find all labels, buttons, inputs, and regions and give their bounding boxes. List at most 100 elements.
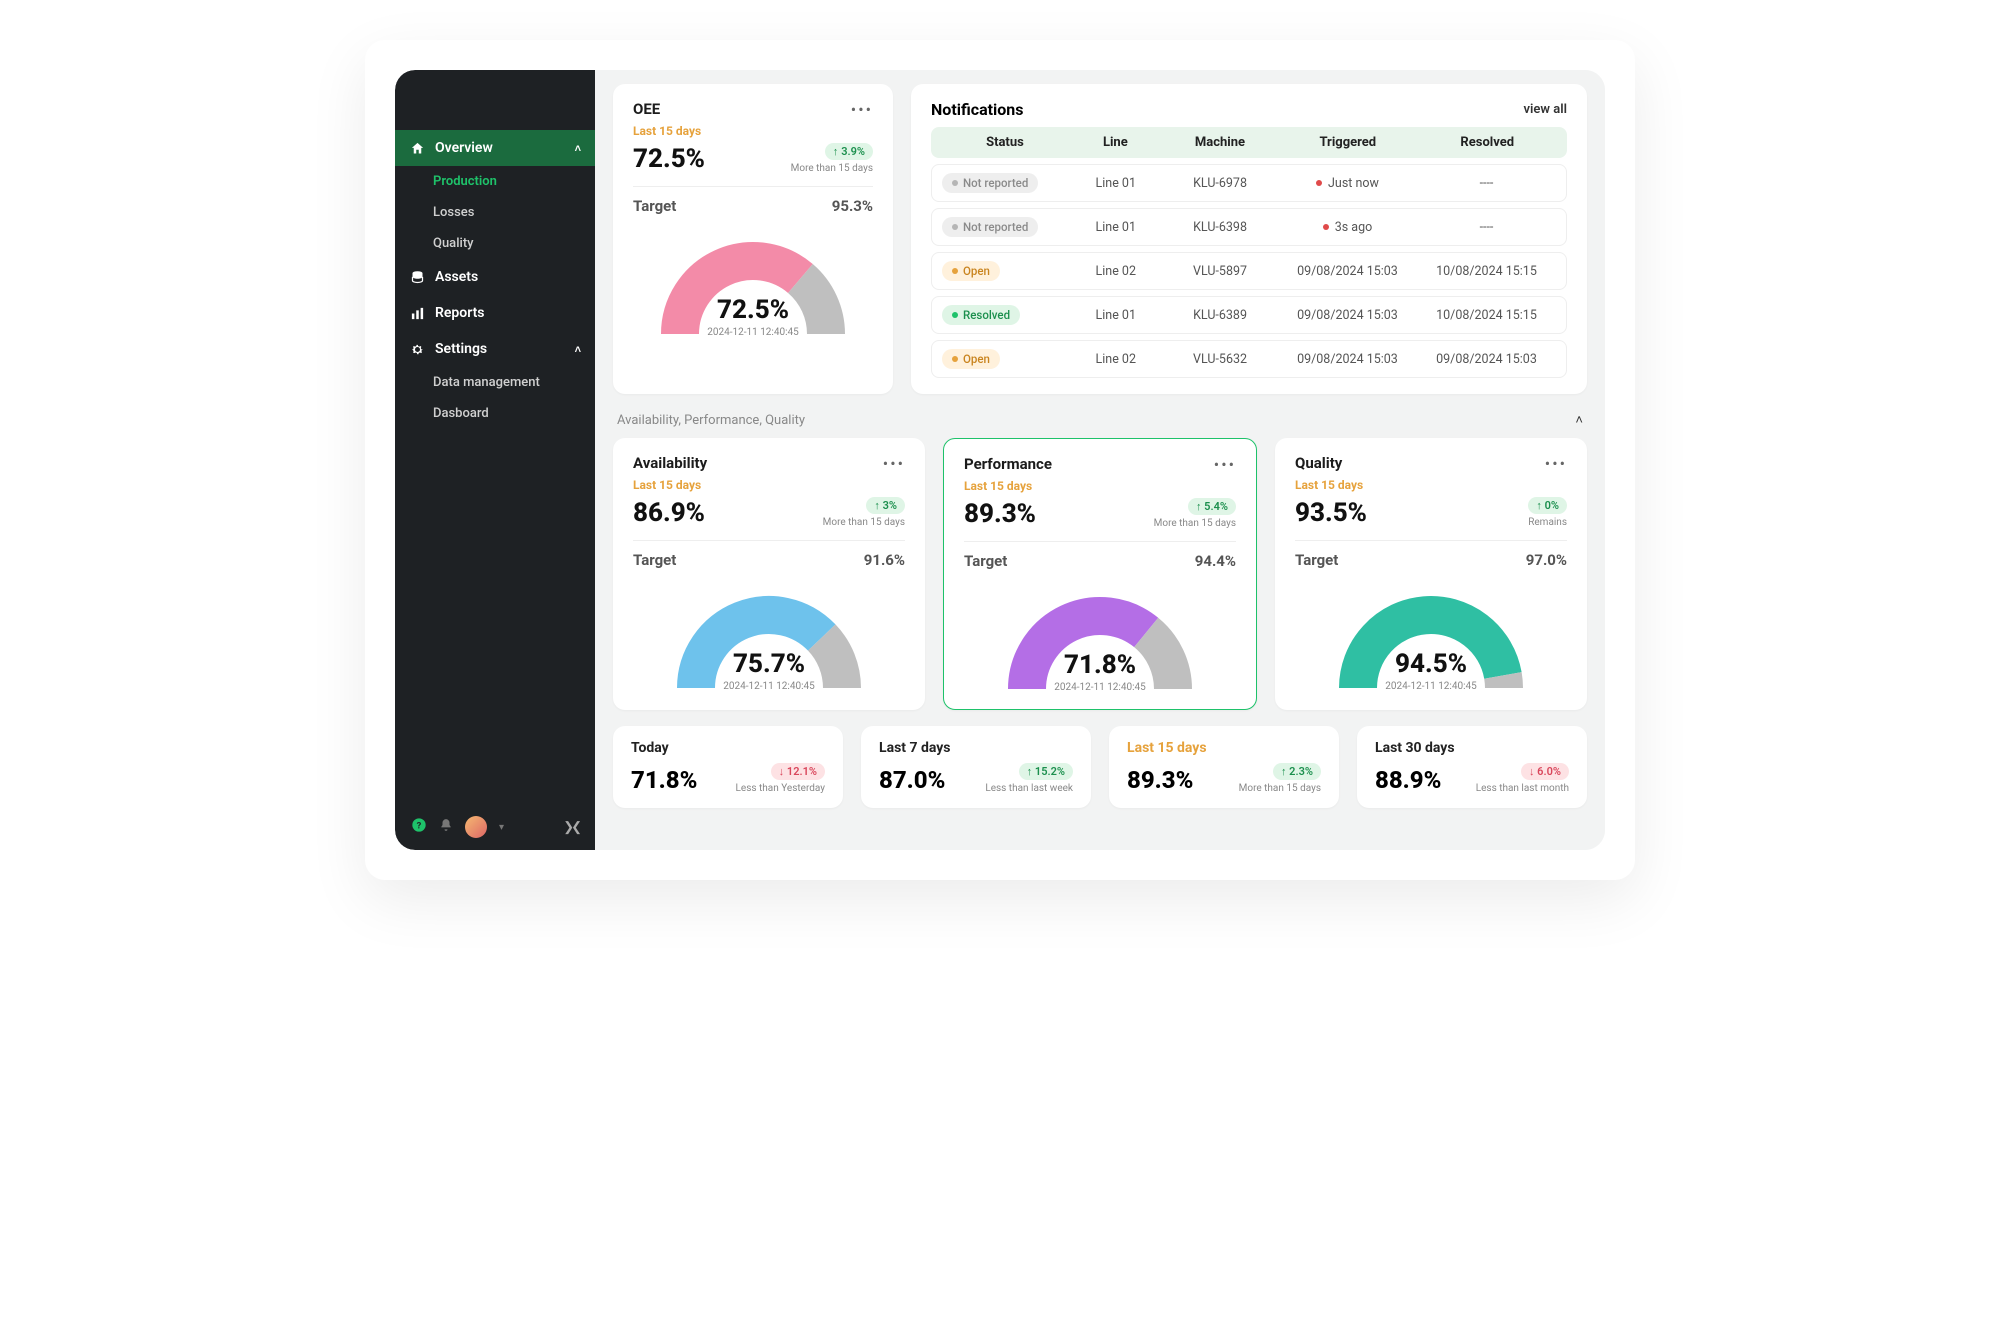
oee-delta-note: More than 15 days	[791, 163, 873, 174]
metric-delta-badge: ↑ 5.4%	[1188, 498, 1236, 515]
metric-period: Last 15 days	[1295, 478, 1363, 492]
metric-title: Performance	[964, 455, 1052, 473]
oee-period: Last 15 days	[633, 124, 701, 138]
cell-resolved: 10/08/2024 15:15	[1417, 264, 1556, 279]
cell-machine: KLU-6978	[1162, 176, 1278, 191]
avatar[interactable]	[465, 816, 487, 838]
cell-line: Line 01	[1069, 176, 1162, 191]
chevron-up-icon[interactable]: ˄	[1575, 412, 1583, 428]
metric-target-value: 91.6%	[864, 551, 905, 569]
cell-line: Line 02	[1069, 264, 1162, 279]
nav-reports-label: Reports	[435, 305, 485, 321]
metric-target-label: Target	[1295, 551, 1338, 569]
th-line: Line	[1069, 135, 1162, 150]
oee-gauge: 72.5% 2024-12-11 12:40:45	[633, 229, 873, 338]
cell-resolved: 10/08/2024 15:15	[1417, 308, 1556, 323]
notification-row[interactable]: Not reportedLine 01KLU-63983s ago----	[931, 208, 1567, 246]
notifications-title: Notifications	[931, 100, 1024, 119]
status-text: Open	[963, 352, 990, 366]
metric-gauge: 75.7% 2024-12-11 12:40:45	[633, 583, 905, 692]
caret-down-icon[interactable]: ▾	[499, 822, 504, 833]
metric-gauge-value: 71.8%	[1064, 650, 1136, 680]
cell-resolved: 09/08/2024 15:03	[1417, 352, 1556, 367]
nav-sub-data-management[interactable]: Data management	[395, 367, 595, 398]
period-note: Less than Yesterday	[736, 783, 825, 794]
notifications-header-row: Status Line Machine Triggered Resolved	[931, 127, 1567, 158]
nav-settings[interactable]: Settings ˄	[395, 331, 595, 367]
status-text: Open	[963, 264, 990, 278]
cell-triggered: 09/08/2024 15:03	[1278, 264, 1417, 279]
status-text: Not reported	[963, 220, 1028, 234]
cell-machine: KLU-6398	[1162, 220, 1278, 235]
status-badge: Open	[942, 261, 1000, 281]
metric-target-value: 94.4%	[1195, 552, 1236, 570]
more-icon[interactable]: •••	[1545, 454, 1567, 473]
period-card[interactable]: Last 15 days 89.3% ↑ 2.3% More than 15 d…	[1109, 726, 1339, 808]
period-note: More than 15 days	[1239, 783, 1321, 794]
more-icon[interactable]: •••	[1214, 455, 1236, 474]
chart-icon	[409, 305, 425, 321]
more-icon[interactable]: •••	[851, 100, 873, 119]
period-value: 89.3%	[1127, 766, 1193, 794]
nav-sub-quality[interactable]: Quality	[395, 228, 595, 259]
notification-row[interactable]: OpenLine 02VLU-563209/08/2024 15:0309/08…	[931, 340, 1567, 378]
nav-sub-losses[interactable]: Losses	[395, 197, 595, 228]
th-triggered: Triggered	[1278, 135, 1417, 150]
collapse-icon[interactable]: ❯❮	[563, 820, 579, 835]
period-value: 88.9%	[1375, 766, 1441, 794]
period-title: Last 7 days	[879, 740, 1073, 756]
period-title: Last 30 days	[1375, 740, 1569, 756]
cell-triggered: Just now	[1278, 176, 1417, 191]
nav-assets-label: Assets	[435, 269, 478, 285]
status-text: Not reported	[963, 176, 1028, 190]
notification-row[interactable]: ResolvedLine 01KLU-638909/08/2024 15:031…	[931, 296, 1567, 334]
metric-gauge-value: 75.7%	[733, 649, 805, 679]
metric-delta-note: More than 15 days	[1154, 518, 1236, 529]
notification-row[interactable]: OpenLine 02VLU-589709/08/2024 15:0310/08…	[931, 252, 1567, 290]
main-content: OEE Last 15 days ••• 72.5% ↑ 3.9% More t…	[595, 70, 1605, 850]
cell-resolved: ----	[1417, 176, 1556, 191]
metric-delta-badge: ↑ 0%	[1528, 497, 1567, 514]
period-note: Less than last month	[1476, 783, 1569, 794]
period-title: Last 15 days	[1127, 740, 1321, 756]
notifications-card: Notifications view all Status Line Machi…	[911, 84, 1587, 394]
period-card[interactable]: Today 71.8% ↓ 12.1% Less than Yesterday	[613, 726, 843, 808]
cell-triggered: 3s ago	[1278, 220, 1417, 235]
metric-title: Quality	[1295, 454, 1363, 472]
metric-card-quality: Quality Last 15 days ••• 93.5% ↑ 0% Rema…	[1275, 438, 1587, 710]
metric-gauge-value: 94.5%	[1395, 649, 1467, 679]
cell-line: Line 01	[1069, 308, 1162, 323]
period-card[interactable]: Last 7 days 87.0% ↑ 15.2% Less than last…	[861, 726, 1091, 808]
metric-delta-note: More than 15 days	[823, 517, 905, 528]
section-header: Availability, Performance, Quality ˄	[617, 412, 1583, 428]
nav-sub-production[interactable]: Production	[395, 166, 595, 197]
nav-overview-label: Overview	[435, 140, 493, 156]
nav-overview[interactable]: Overview ˄	[395, 130, 595, 166]
nav-sub-dasboard[interactable]: Dasboard	[395, 398, 595, 429]
cell-triggered: 09/08/2024 15:03	[1278, 308, 1417, 323]
bell-icon[interactable]	[439, 818, 453, 836]
th-machine: Machine	[1162, 135, 1278, 150]
nav-reports[interactable]: Reports	[395, 295, 595, 331]
period-value: 87.0%	[879, 766, 945, 794]
metric-delta-badge: ↑ 3%	[866, 497, 905, 514]
chevron-up-icon: ˄	[575, 343, 581, 356]
period-card[interactable]: Last 30 days 88.9% ↓ 6.0% Less than last…	[1357, 726, 1587, 808]
metric-card-performance: Performance Last 15 days ••• 89.3% ↑ 5.4…	[943, 438, 1257, 710]
nav-assets[interactable]: Assets	[395, 259, 595, 295]
notification-row[interactable]: Not reported Line 01KLU-6978Just now----	[931, 164, 1567, 202]
metric-period: Last 15 days	[964, 479, 1052, 493]
oee-target-value: 95.3%	[832, 197, 873, 215]
metric-gauge-ts: 2024-12-11 12:40:45	[723, 681, 815, 692]
oee-delta-badge: ↑ 3.9%	[825, 143, 873, 160]
period-delta-badge: ↑ 2.3%	[1273, 763, 1321, 780]
more-icon[interactable]: •••	[883, 454, 905, 473]
view-all-link[interactable]: view all	[1524, 102, 1567, 117]
chevron-up-icon: ˄	[575, 142, 581, 155]
status-badge: Not reported	[942, 173, 1038, 193]
metric-target-value: 97.0%	[1526, 551, 1567, 569]
metric-target-label: Target	[964, 552, 1007, 570]
status-badge: Open	[942, 349, 1000, 369]
help-icon[interactable]: ?	[411, 817, 427, 837]
metric-period: Last 15 days	[633, 478, 707, 492]
